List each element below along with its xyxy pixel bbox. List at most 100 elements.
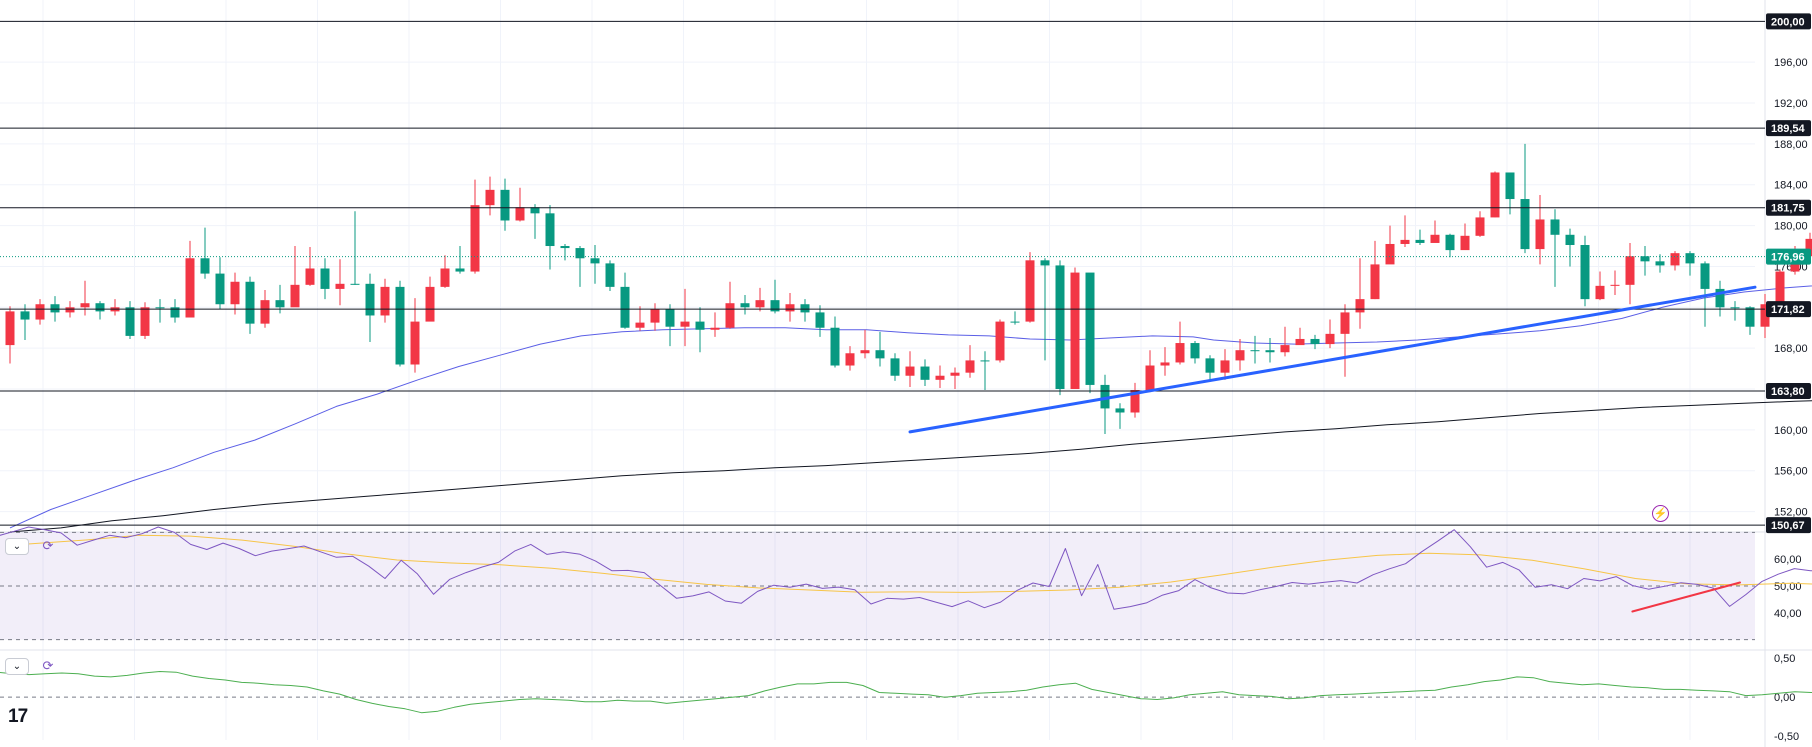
candle-up (1190, 343, 1200, 359)
candle-up (1415, 239, 1425, 243)
candle-up (1640, 256, 1650, 262)
candle-down (1805, 238, 1812, 257)
flash-icon[interactable]: ⚡ (1652, 505, 1669, 522)
rsi-tick-label: 40,00 (1774, 608, 1802, 620)
candle-up (245, 281, 255, 324)
candle-down (470, 205, 480, 272)
candle-up (50, 304, 60, 313)
level-badge-label: 171,82 (1771, 304, 1805, 316)
candle-down (1355, 299, 1365, 313)
candle-down (5, 311, 15, 346)
level-badge-label: 181,75 (1771, 203, 1805, 215)
candle-up (95, 303, 105, 312)
candle-up (20, 311, 30, 320)
candle-down (1280, 345, 1290, 353)
candle-up (800, 304, 810, 313)
candle-down (65, 307, 75, 313)
candle-up (125, 307, 135, 336)
candle-down (230, 281, 240, 305)
candle-up (590, 258, 600, 264)
candle-up (500, 189, 510, 221)
candle-up (455, 268, 465, 272)
oscillator-tick-label: -0,50 (1774, 731, 1799, 743)
level-badge-label: 200,00 (1771, 16, 1805, 28)
candle-down (650, 309, 660, 323)
oscillator-line (0, 671, 1812, 714)
candle-down (185, 258, 195, 318)
candle-down (905, 366, 915, 376)
candle-up (1115, 408, 1125, 413)
candle-up (1685, 253, 1695, 264)
candle-up (1010, 321, 1020, 323)
ma50-line (9, 285, 1812, 529)
candle-down (1760, 304, 1770, 327)
rsi-trendline (1631, 581, 1741, 613)
candle-up (200, 258, 210, 274)
candle-up (1310, 338, 1320, 345)
candle-up (530, 207, 540, 214)
candle-up (920, 366, 930, 380)
candle-up (1745, 307, 1755, 327)
candle-down (425, 286, 435, 322)
y-tick-label: 156,00 (1774, 466, 1808, 478)
candle-up (1100, 384, 1110, 409)
candle-up (1040, 260, 1050, 266)
refresh-icon[interactable]: ⟳ (42, 658, 54, 673)
candle-down (1400, 239, 1410, 244)
candle-up (1055, 265, 1065, 390)
level-badge (1766, 517, 1811, 534)
candle-down (1235, 350, 1245, 361)
candle-down (1220, 360, 1230, 373)
refresh-icon[interactable]: ⟳ (42, 538, 54, 553)
last-price-label: 176,96 (1771, 252, 1805, 264)
candle-up (1505, 172, 1515, 200)
rsi-tick-label: 60,00 (1774, 554, 1802, 566)
rsi-pane-collapse-button[interactable]: ⌄ (5, 538, 29, 555)
candle-down (635, 322, 645, 328)
candle-down (785, 304, 795, 312)
candle-up (1730, 307, 1740, 309)
candle-down (485, 189, 495, 206)
candle-down (965, 360, 975, 373)
candle-down (1670, 253, 1680, 266)
candle-up (890, 358, 900, 376)
trendline-support (908, 285, 1757, 434)
candle-down (1625, 256, 1635, 285)
candle-down (710, 327, 720, 330)
candle-up (980, 360, 990, 362)
candle-down (1025, 260, 1035, 322)
rsi-tick-label: 50,00 (1774, 581, 1802, 593)
candle-down (1385, 243, 1395, 265)
y-tick-label: 196,00 (1774, 57, 1808, 69)
candle-up (1715, 288, 1725, 308)
candle-down (440, 268, 450, 287)
candle-up (560, 246, 570, 249)
candle-down (935, 375, 945, 380)
candle-down (140, 307, 150, 336)
level-badge (1766, 383, 1811, 400)
y-tick-label: 168,00 (1774, 343, 1808, 355)
candle-down (1145, 365, 1155, 391)
candle-up (665, 309, 675, 327)
candle-up (1205, 358, 1215, 373)
candle-down (860, 350, 870, 354)
candle-up (350, 283, 360, 285)
candle-down (995, 321, 1005, 361)
y-tick-label: 188,00 (1774, 139, 1808, 151)
candle-up (1250, 350, 1260, 352)
rsi-band-fill (0, 532, 1755, 640)
candle-down (1325, 333, 1335, 345)
candle-up (1265, 350, 1275, 353)
level-badge-label: 163,80 (1771, 386, 1805, 398)
candle-up (1655, 261, 1665, 266)
candle-down (1160, 362, 1170, 366)
candle-up (1550, 219, 1560, 235)
candle-down (290, 284, 300, 308)
oscillator-pane-collapse-button[interactable]: ⌄ (5, 658, 29, 675)
candle-down (1775, 271, 1785, 305)
rsi-line (0, 526, 1812, 610)
tradingview-logo: 17 (8, 706, 28, 727)
candle-up (1520, 199, 1530, 250)
candle-up (1700, 263, 1710, 289)
